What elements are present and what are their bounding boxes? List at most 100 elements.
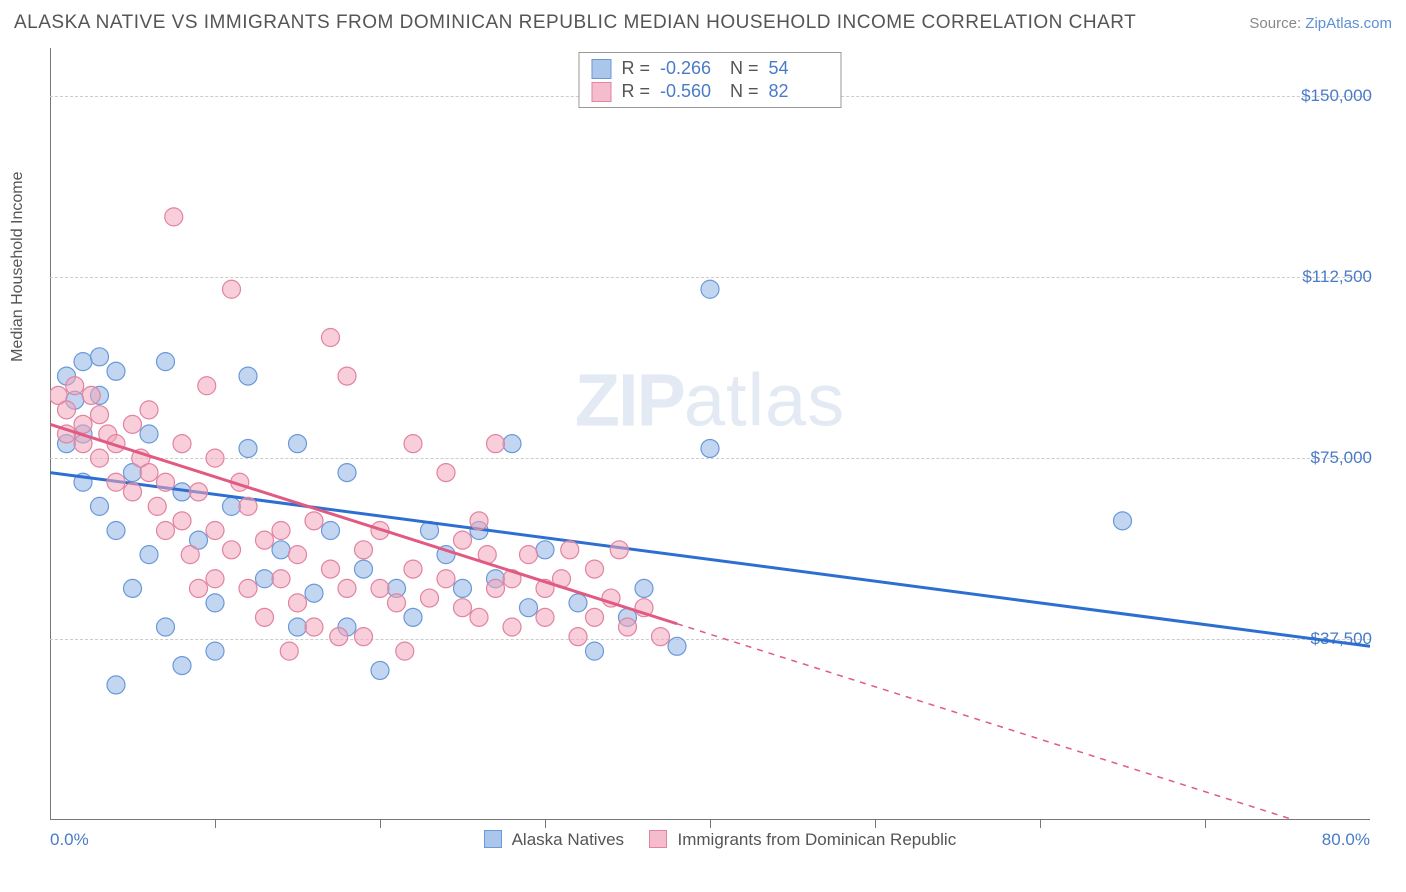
data-point-alaska [322,522,340,540]
data-point-dominican [437,570,455,588]
series-legend: Alaska Natives Immigrants from Dominican… [50,830,1370,850]
data-point-dominican [437,464,455,482]
data-point-dominican [280,642,298,660]
data-point-alaska [355,560,373,578]
data-point-dominican [503,618,521,636]
data-point-alaska [289,435,307,453]
data-point-dominican [190,483,208,501]
data-point-alaska [107,676,125,694]
data-point-alaska [91,497,109,515]
source-attribution: Source: ZipAtlas.com [1249,15,1392,32]
legend-row-dominican: R = -0.560 N = 82 [591,80,828,103]
legend-row-alaska: R = -0.266 N = 54 [591,57,828,80]
data-point-dominican [470,512,488,530]
regression-line-dominican [50,424,677,623]
data-point-dominican [619,618,637,636]
data-point-alaska [503,435,521,453]
data-point-alaska [157,353,175,371]
data-point-dominican [272,522,290,540]
xtick [875,820,876,828]
data-point-dominican [371,579,389,597]
data-point-dominican [66,377,84,395]
data-point-dominican [338,367,356,385]
data-point-dominican [124,483,142,501]
data-point-alaska [140,425,158,443]
data-point-dominican [421,589,439,607]
r-value-dominican: -0.560 [660,81,720,102]
data-point-alaska [256,570,274,588]
data-point-alaska [338,464,356,482]
xtick [215,820,216,828]
data-point-alaska [239,439,257,457]
correlation-legend: R = -0.266 N = 54 R = -0.560 N = 82 [578,52,841,108]
data-point-dominican [355,541,373,559]
data-point-alaska [1114,512,1132,530]
data-point-alaska [569,594,587,612]
y-axis-label: Median Household Income [9,171,27,361]
data-point-alaska [701,439,719,457]
swatch-alaska-bottom [484,830,502,848]
swatch-dominican-bottom [649,830,667,848]
data-point-dominican [404,435,422,453]
chart-title: ALASKA NATIVE VS IMMIGRANTS FROM DOMINIC… [14,12,1136,34]
data-point-dominican [256,608,274,626]
data-point-dominican [487,579,505,597]
data-point-alaska [635,579,653,597]
data-point-dominican [157,522,175,540]
data-point-dominican [140,464,158,482]
data-point-dominican [322,329,340,347]
swatch-dominican [591,82,611,102]
data-point-dominican [404,560,422,578]
data-point-dominican [239,497,257,515]
data-point-dominican [148,497,166,515]
data-point-dominican [124,415,142,433]
data-point-dominican [91,449,109,467]
data-point-dominican [74,415,92,433]
data-point-alaska [586,642,604,660]
legend-label-alaska: Alaska Natives [512,830,624,849]
data-point-alaska [157,618,175,636]
data-point-dominican [206,449,224,467]
data-point-alaska [74,353,92,371]
xtick [1205,820,1206,828]
data-point-dominican [305,618,323,636]
data-point-dominican [223,280,241,298]
data-point-alaska [173,657,191,675]
data-point-dominican [396,642,414,660]
data-point-dominican [454,531,472,549]
xtick [545,820,546,828]
source-link[interactable]: ZipAtlas.com [1305,15,1392,32]
data-point-dominican [610,541,628,559]
data-point-alaska [668,637,686,655]
data-point-dominican [239,579,257,597]
data-point-alaska [272,541,290,559]
data-point-alaska [520,599,538,617]
data-point-dominican [206,522,224,540]
data-point-dominican [289,546,307,564]
data-point-alaska [206,594,224,612]
data-point-dominican [256,531,274,549]
data-point-alaska [536,541,554,559]
data-point-dominican [652,628,670,646]
data-point-alaska [454,579,472,597]
data-point-alaska [107,362,125,380]
plot-svg [50,48,1370,820]
data-point-alaska [124,579,142,597]
data-point-alaska [239,367,257,385]
data-point-dominican [206,570,224,588]
data-point-dominican [520,546,538,564]
data-point-dominican [536,608,554,626]
data-point-dominican [586,560,604,578]
data-point-alaska [404,608,422,626]
swatch-alaska [591,59,611,79]
n-value-alaska: 54 [769,58,829,79]
r-value-alaska: -0.266 [660,58,720,79]
data-point-alaska [371,661,389,679]
data-point-alaska [223,497,241,515]
data-point-dominican [198,377,216,395]
data-point-dominican [454,599,472,617]
data-point-dominican [190,579,208,597]
xtick [710,820,711,828]
data-point-dominican [561,541,579,559]
chart-header: ALASKA NATIVE VS IMMIGRANTS FROM DOMINIC… [14,12,1392,34]
